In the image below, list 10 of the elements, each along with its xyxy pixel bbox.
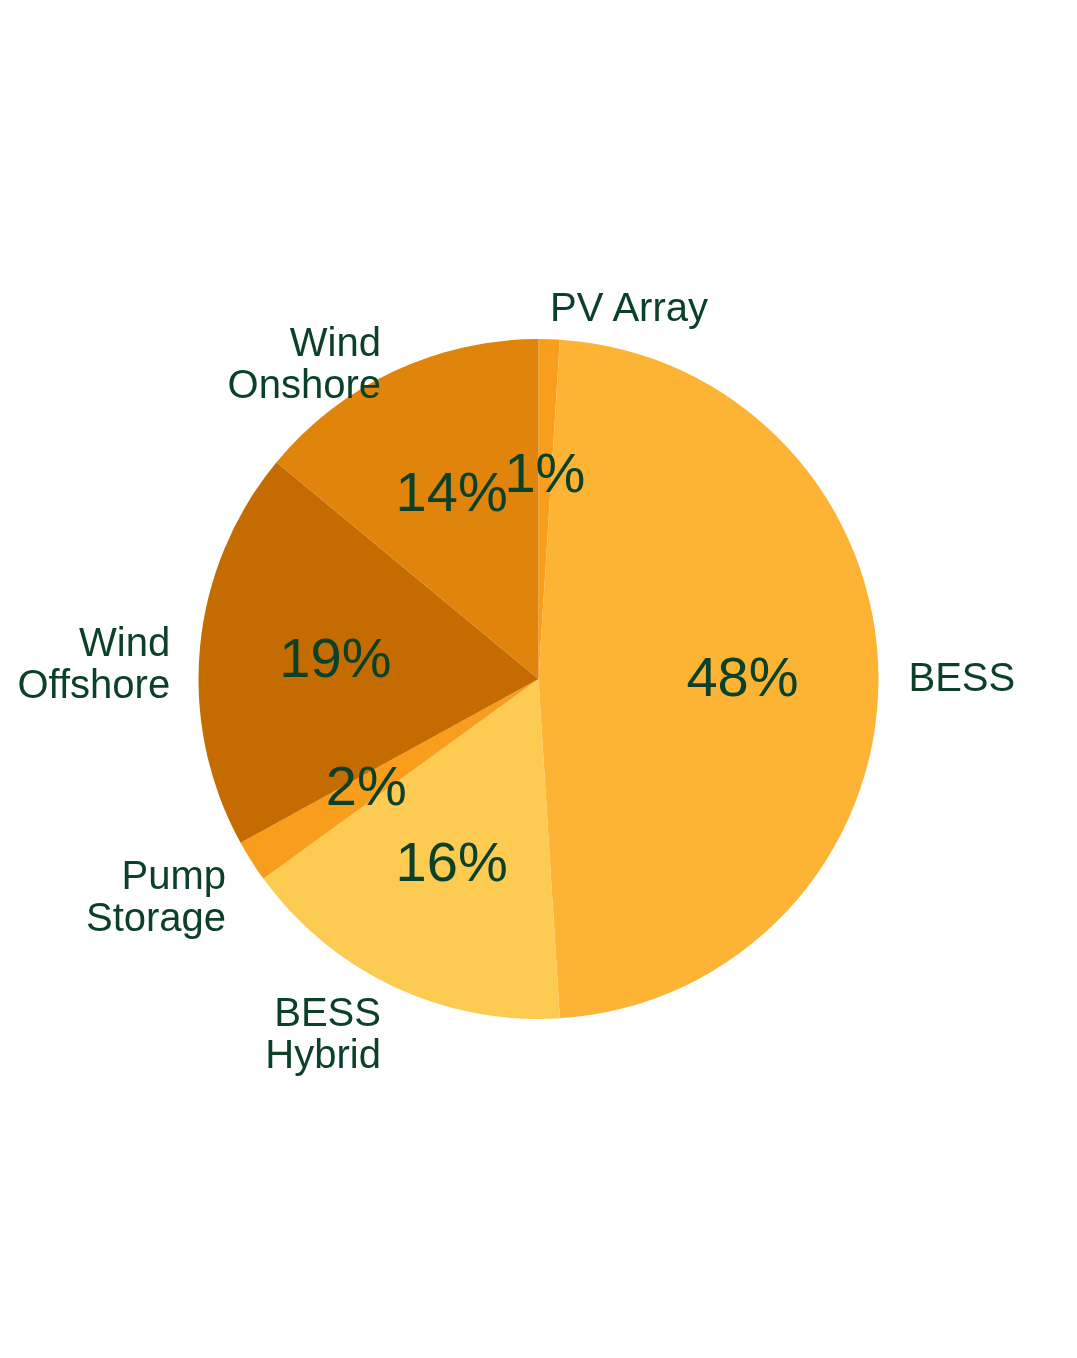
slice-label: Pump Storage bbox=[85, 853, 227, 940]
data-label: 2% bbox=[325, 754, 407, 818]
data-label: 16% bbox=[395, 829, 508, 893]
slice-label: BESS Hybrid bbox=[265, 989, 381, 1076]
data-label: 19% bbox=[279, 625, 392, 689]
data-label: 48% bbox=[686, 645, 799, 708]
data-label: 14% bbox=[395, 460, 508, 524]
slice-label: PV Array bbox=[550, 285, 708, 330]
slice-label: Wind Offshore bbox=[17, 620, 171, 707]
slice-label: BESS bbox=[908, 655, 1016, 699]
